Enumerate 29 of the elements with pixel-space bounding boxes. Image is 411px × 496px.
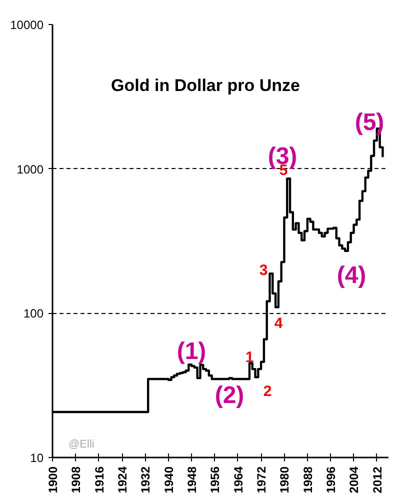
annotation: 2	[263, 383, 272, 400]
x-tick-label: 1980	[278, 466, 292, 494]
annotation: (4)	[336, 262, 366, 289]
text: Gold in Dollar pro Unze	[111, 76, 300, 95]
annotation: 3	[259, 262, 268, 279]
annotation: 1	[245, 349, 254, 366]
y-tick-label: 1000	[16, 162, 44, 176]
x-tick-label: 1916	[92, 466, 106, 494]
x-tick-label: 1932	[138, 466, 153, 494]
y-tick-label: 10	[30, 451, 44, 465]
x-tick-label: 1924	[116, 466, 130, 494]
x-tick-label: 2012	[370, 466, 384, 494]
x-tick-label: 1908	[69, 466, 84, 494]
x-tick-label: 1900	[46, 466, 60, 494]
x-tick-label: 1964	[231, 466, 246, 494]
x-tick-label: 1948	[185, 466, 200, 494]
x-tick-label: 1956	[208, 466, 222, 494]
annotation: (2)	[214, 382, 244, 409]
y-tick-label: 100	[23, 306, 44, 321]
annotation: 4	[274, 315, 284, 332]
x-tick-label: 1996	[324, 466, 338, 494]
x-tick-label: 1940	[162, 466, 176, 494]
annotation: (1)	[176, 338, 206, 365]
annotation: @Elli	[68, 438, 94, 450]
annotation: (5)	[354, 109, 384, 136]
x-tick-label: 2004	[347, 466, 362, 494]
x-tick-label: 1972	[254, 466, 269, 494]
x-tick-label: 1988	[300, 466, 315, 494]
y-tick-label: 10000	[10, 18, 44, 32]
